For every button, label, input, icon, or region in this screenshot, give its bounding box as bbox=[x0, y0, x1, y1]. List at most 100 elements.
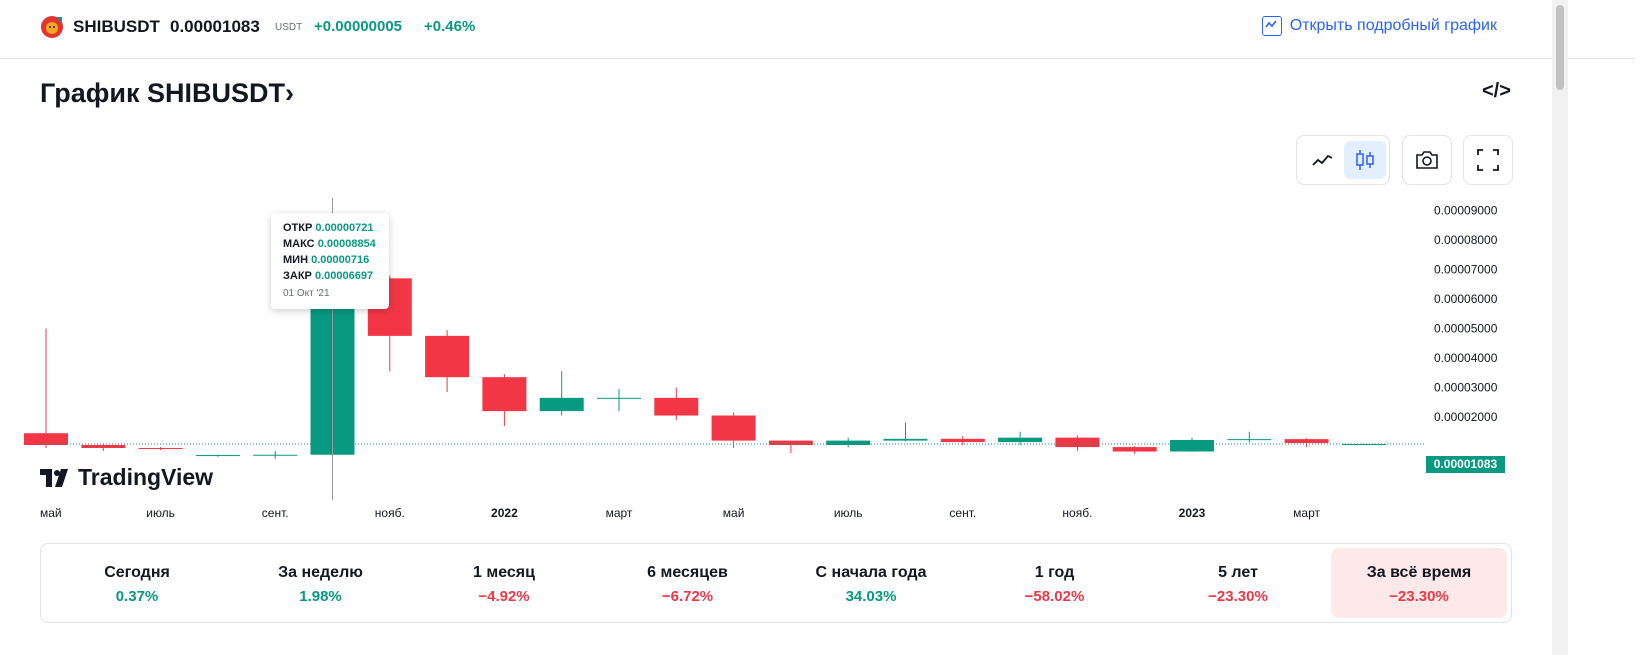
y-tick-label: 0.00002000 bbox=[1434, 410, 1498, 424]
stat-5[interactable]: 1 год −58.02% bbox=[967, 544, 1143, 622]
stat-label: За всё время bbox=[1366, 564, 1472, 581]
embed-code-button[interactable]: </> bbox=[1482, 80, 1511, 102]
candle-body bbox=[81, 445, 126, 448]
candle-body bbox=[998, 437, 1043, 443]
candle-body bbox=[940, 438, 985, 443]
performance-panel: Сегодня 0.37% За неделю 1.98% 1 месяц −4.92% 6… bbox=[40, 543, 1512, 623]
candle-body bbox=[768, 440, 813, 446]
tradingview-watermark: TradingView bbox=[40, 464, 213, 491]
last-price-label: 0.00001083 bbox=[1426, 456, 1505, 473]
y-tick-label: 0.00008000 bbox=[1434, 233, 1498, 247]
stat-value: −4.92% bbox=[478, 588, 530, 605]
scrollbar-thumb[interactable] bbox=[1556, 5, 1564, 90]
stat-label: Сегодня bbox=[104, 564, 170, 581]
y-tick-label: 0.00006000 bbox=[1434, 292, 1498, 306]
tooltip-close-value: 0.00006697 bbox=[314, 270, 374, 282]
candles-icon bbox=[1356, 150, 1374, 170]
open-detailed-chart-link[interactable]: Открыть подробный график bbox=[1261, 16, 1497, 36]
candle-body bbox=[711, 415, 756, 441]
stat-label: С начала года bbox=[815, 564, 927, 581]
symbol-header: SHIBUSDT 0.00001083 USDT +0.00000005 +0.… bbox=[0, 0, 1635, 59]
tooltip-low-value: 0.00000716 bbox=[311, 254, 370, 266]
stat-label: За неделю bbox=[278, 564, 363, 581]
x-tick-label: май bbox=[723, 506, 745, 520]
stat-value: 34.03% bbox=[845, 588, 897, 605]
price-change-percent: +0.46% bbox=[424, 18, 476, 35]
stat-1[interactable]: За неделю 1.98% bbox=[233, 544, 409, 622]
line-chart-icon bbox=[1312, 154, 1333, 166]
candle-body bbox=[883, 438, 928, 441]
fullscreen-button[interactable] bbox=[1463, 135, 1513, 185]
candle-body bbox=[482, 377, 527, 412]
stat-7[interactable]: За всё время −23.30% bbox=[1331, 548, 1507, 618]
candle-body bbox=[826, 440, 871, 446]
candle-tooltip: ОТКР 0.00000721 МАКС 0.00008854 МИН 0.00… bbox=[271, 213, 389, 309]
stat-label: 6 месяцев bbox=[647, 564, 728, 581]
stat-value: −23.30% bbox=[1389, 588, 1449, 605]
y-tick-label: 0.00004000 bbox=[1434, 351, 1498, 365]
stat-label: 1 месяц bbox=[473, 564, 535, 581]
y-tick-label: 0.00003000 bbox=[1434, 381, 1498, 395]
candle-body bbox=[539, 397, 584, 412]
candle-body bbox=[1227, 439, 1272, 441]
candle-body bbox=[138, 447, 183, 449]
camera-icon bbox=[1416, 151, 1438, 169]
line-chart-button[interactable] bbox=[1302, 141, 1344, 179]
x-tick-label: март bbox=[606, 506, 633, 520]
x-tick-label: 2022 bbox=[491, 506, 518, 520]
x-tick-label: сент. bbox=[949, 506, 976, 520]
price-chart[interactable]: 0.00009000 0.00008000 0.00007000 0.00006000… bbox=[0, 195, 1560, 530]
candles-chart-button[interactable] bbox=[1344, 141, 1386, 179]
stat-value: −6.72% bbox=[661, 588, 714, 605]
tooltip-low-label: МИН bbox=[283, 254, 309, 266]
stat-0[interactable]: Сегодня 0.37% bbox=[49, 544, 225, 622]
chart-line-icon bbox=[1261, 16, 1282, 36]
page-title[interactable]: График SHIBUSDT› bbox=[40, 78, 295, 108]
candle-body bbox=[597, 397, 641, 399]
shib-logo-icon bbox=[41, 16, 63, 38]
tooltip-open-value: 0.00000721 bbox=[315, 222, 374, 234]
chart-style-toggle bbox=[1296, 135, 1390, 185]
candle-body bbox=[1112, 447, 1157, 452]
candle-body bbox=[1284, 439, 1329, 443]
x-tick-label: нояб. bbox=[1062, 506, 1092, 520]
x-tick-label: июль bbox=[834, 506, 863, 520]
stat-2[interactable]: 1 месяц −4.92% bbox=[416, 544, 592, 622]
page-scrollbar[interactable] bbox=[1552, 0, 1568, 655]
stat-label: 1 год bbox=[1034, 564, 1075, 581]
tooltip-date: 01 Окт '21 bbox=[283, 288, 330, 299]
candle-body bbox=[253, 454, 298, 456]
x-tick-label: март bbox=[1293, 506, 1320, 520]
last-price: 0.00001083 bbox=[170, 17, 260, 36]
y-tick-label: 0.00007000 bbox=[1434, 263, 1498, 277]
stat-value: −58.02% bbox=[1024, 588, 1085, 605]
screenshot-button[interactable] bbox=[1402, 135, 1452, 185]
candle-body bbox=[195, 455, 240, 457]
stat-4[interactable]: С начала года 34.03% bbox=[783, 544, 959, 622]
candle-body bbox=[654, 397, 699, 416]
x-tick-label: нояб. bbox=[375, 506, 405, 520]
price-currency: USDT bbox=[275, 22, 303, 33]
tooltip-high-value: 0.00008854 bbox=[317, 238, 376, 250]
tooltip-open-label: ОТКР bbox=[283, 222, 313, 234]
stat-3[interactable]: 6 месяцев −6.72% bbox=[600, 544, 776, 622]
stat-label: 5 лет bbox=[1218, 564, 1258, 581]
y-tick-label: 0.00009000 bbox=[1434, 204, 1498, 218]
x-tick-label: июль bbox=[146, 506, 175, 520]
x-tick-label: 2023 bbox=[1179, 506, 1206, 520]
stat-value: 1.98% bbox=[299, 588, 342, 605]
open-detailed-chart-label: Открыть подробный график bbox=[1289, 17, 1497, 34]
tradingview-logo-icon bbox=[40, 468, 68, 487]
tooltip-close-label: ЗАКР bbox=[283, 270, 312, 282]
stat-value: 0.37% bbox=[115, 588, 159, 605]
candle-body bbox=[1170, 440, 1214, 452]
stat-6[interactable]: 5 лет −23.30% bbox=[1150, 544, 1326, 622]
x-tick-label: май bbox=[40, 506, 62, 520]
candle-body bbox=[24, 433, 68, 446]
price-change: +0.00000005 bbox=[314, 18, 403, 35]
tooltip-high-label: МАКС bbox=[283, 238, 315, 250]
x-tick-label: сент. bbox=[262, 506, 289, 520]
candle-body bbox=[1055, 437, 1100, 448]
stat-value: −23.30% bbox=[1208, 588, 1268, 605]
y-tick-label: 0.00005000 bbox=[1434, 322, 1498, 336]
